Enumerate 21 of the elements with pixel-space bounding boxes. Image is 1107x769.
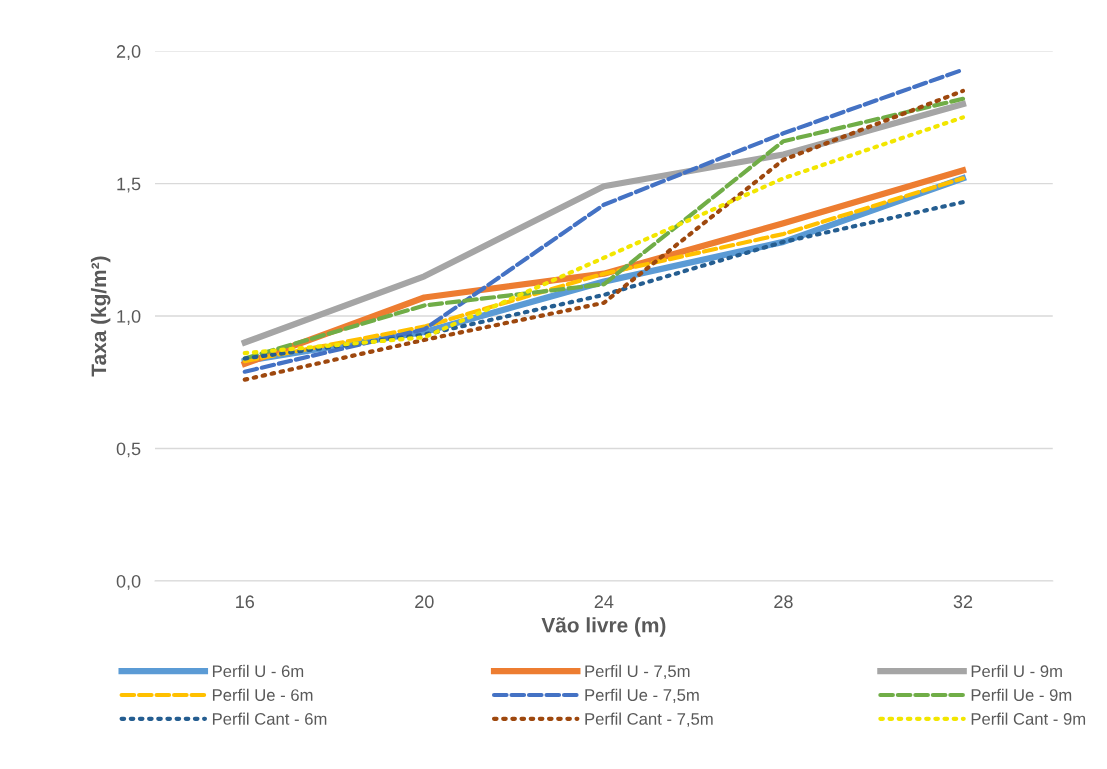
x-tick-label: 32: [953, 595, 973, 609]
legend-label: Perfil Ue - 6m: [212, 688, 313, 701]
y-tick-label: 0,5: [116, 442, 141, 458]
x-tick-label: 16: [236, 595, 255, 609]
x-tick-label: 24: [594, 595, 614, 608]
y-tick-label: 1,5: [117, 177, 141, 193]
y-tick-label: 0,0: [116, 574, 141, 590]
legend-label: Perfil Cant - 7,5m: [585, 712, 713, 727]
legend-label: Perfil U - 6m: [212, 664, 304, 678]
x-tick-label: 20: [415, 595, 434, 609]
legend-label: Perfil Cant - 9m: [971, 712, 1086, 725]
legend-label: Perfil Ue - 7,5m: [585, 688, 699, 703]
legend-label: Perfil Cant - 6m: [212, 712, 327, 725]
legend-label: Perfil Ue - 9m: [971, 688, 1072, 701]
x-tick-label: 28: [774, 595, 793, 609]
y-tick-label: 2,0: [116, 45, 141, 60]
y-tick-label: 1,0: [117, 309, 141, 325]
x-axis-title: Vão livre (m): [541, 617, 666, 637]
y-axis-title: Taxa (kg/m²): [90, 256, 111, 377]
legend-label: Perfil U - 9m: [971, 664, 1062, 678]
legend-label: Perfil U - 7,5m: [585, 664, 690, 680]
